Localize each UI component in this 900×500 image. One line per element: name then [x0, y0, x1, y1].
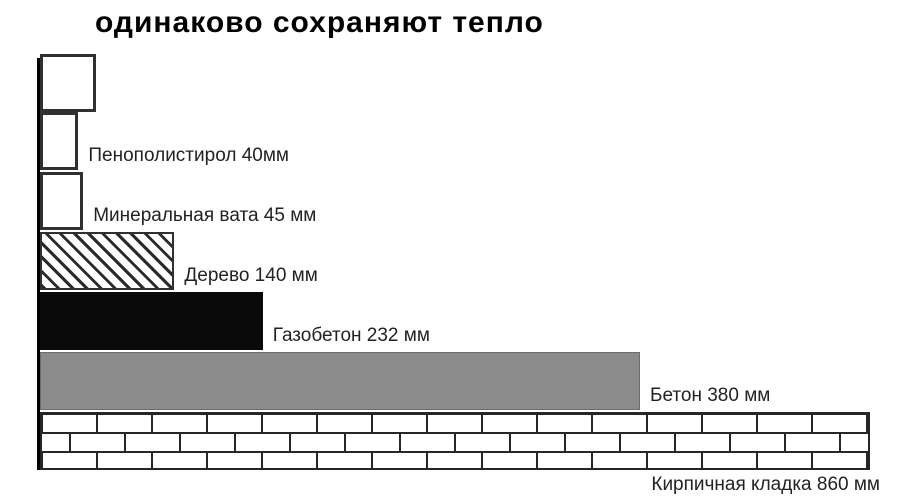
label-wood: Дерево 140 мм [184, 265, 317, 287]
chart-canvas: одинаково сохраняют тепло Пенополистирол… [0, 0, 900, 500]
brick-pattern [40, 412, 870, 470]
label-concrete: Бетон 380 мм [650, 385, 770, 407]
bar-mineral-wool [40, 172, 83, 230]
bar-wood [40, 232, 174, 290]
label-brick: Кирпичная кладка 860 мм [651, 474, 880, 496]
label-mineral-wool: Минеральная вата 45 мм [93, 205, 316, 227]
chart-title: одинаково сохраняют тепло [95, 6, 544, 40]
label-polystyrene: Пенополистирол 40мм [88, 145, 289, 167]
cap-block [40, 54, 96, 112]
bar-concrete [40, 352, 640, 410]
bar-aerated-concrete [40, 292, 263, 350]
y-axis [37, 58, 40, 470]
label-aerated-concrete: Газобетон 232 мм [273, 325, 430, 347]
bar-polystyrene [40, 112, 78, 170]
